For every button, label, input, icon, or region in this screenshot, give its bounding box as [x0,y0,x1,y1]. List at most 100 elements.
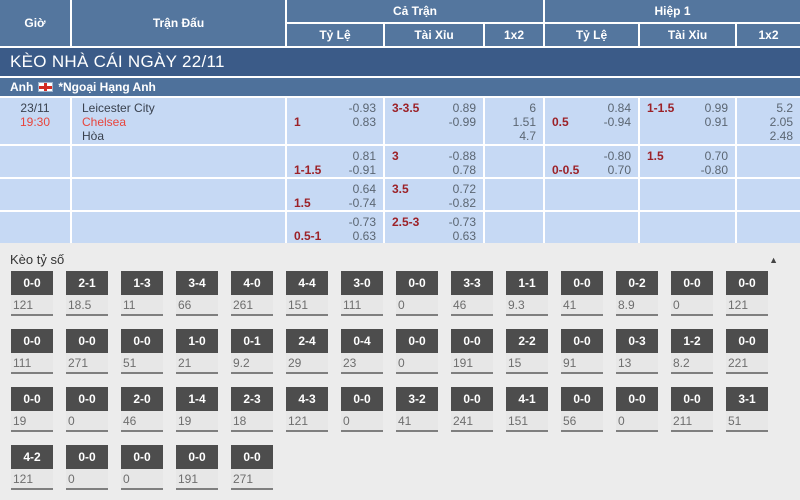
score-cell[interactable]: 4-2 121 [11,445,53,490]
score-cell[interactable]: 0-0 0 [341,387,383,432]
odds-value: -0.82 [448,196,476,210]
score-cell[interactable]: 0-0 56 [561,387,603,432]
score-cell[interactable]: 0-0 0 [66,387,108,432]
score-cell[interactable]: 0-0 271 [66,329,108,374]
ft-over-under-cell[interactable]: 3 -0.88 0.78 [385,146,483,177]
score-cell[interactable]: 0-0 211 [671,387,713,432]
h1-handicap-cell[interactable] [545,212,638,243]
score-cell[interactable]: 1-4 19 [176,387,218,432]
score-label: 4-2 [11,445,53,469]
h1-1x2-cell [737,212,800,243]
ft-handicap-cell[interactable]: 0.64 1.5 -0.74 [287,179,383,210]
score-cell[interactable]: 0-0 271 [231,445,273,490]
score-cell[interactable]: 1-2 8.2 [671,329,713,374]
score-label: 4-1 [506,387,548,411]
score-cell[interactable]: 2-4 29 [286,329,328,374]
score-cell[interactable]: 0-0 121 [726,271,768,316]
h1-handicap-cell[interactable]: -0.80 0-0.5 0.70 [545,146,638,177]
away-team-name: Chelsea [82,115,127,129]
odds-value: 4.7 [519,129,536,143]
score-odds-value: 8.2 [671,353,713,372]
ft-over-under-cell[interactable]: 3-3.5 0.89 -0.99 [385,98,483,144]
score-odds-value: 41 [561,295,603,314]
score-cell[interactable]: 3-0 111 [341,271,383,316]
h1-handicap-cell[interactable] [545,179,638,210]
odds-value: -0.73 [448,215,476,229]
group-header-full-time: Cả Trận [287,0,543,22]
score-cell[interactable]: 1-1 9.3 [506,271,548,316]
score-cell[interactable]: 0-0 0 [121,445,163,490]
score-cell[interactable]: 4-0 261 [231,271,273,316]
league-bar[interactable]: Anh *Ngoại Hạng Anh [0,78,800,96]
h1-over-under-cell[interactable]: 1-1.5 0.99 0.91 [640,98,735,144]
h1-handicap-cell[interactable]: 0.84 0.5 -0.94 [545,98,638,144]
score-cell[interactable]: 0-0 0 [616,387,658,432]
score-label: 0-0 [11,329,53,353]
score-cell[interactable]: 3-4 66 [176,271,218,316]
ft-handicap-cell[interactable]: 0.81 1-1.5 -0.91 [287,146,383,177]
score-cell[interactable]: 2-3 18 [231,387,273,432]
score-cell[interactable]: 0-0 0 [396,271,438,316]
score-cell[interactable]: 0-0 91 [561,329,603,374]
score-label: 0-0 [231,445,273,469]
score-cell[interactable]: 4-4 151 [286,271,328,316]
score-cell[interactable]: 0-0 0 [66,445,108,490]
score-cell[interactable]: 3-2 41 [396,387,438,432]
score-cell[interactable]: 0-4 23 [341,329,383,374]
score-cell[interactable]: 3-1 51 [726,387,768,432]
score-cell[interactable]: 2-2 15 [506,329,548,374]
odds-value: -0.80 [603,149,631,163]
score-cell[interactable]: 1-3 11 [121,271,163,316]
handicap-value [545,101,552,115]
score-odds-value: 51 [121,353,163,372]
collapse-arrow-icon[interactable]: ▲ [769,255,778,265]
score-odds-value: 271 [231,469,273,488]
ft-over-under-cell[interactable]: 3.5 0.72 -0.82 [385,179,483,210]
score-label: 0-0 [66,387,108,411]
odds-value: 2.05 [769,115,793,129]
score-cell[interactable]: 2-1 18.5 [66,271,108,316]
score-cell[interactable]: 4-1 151 [506,387,548,432]
score-odds-value: 18.5 [66,295,108,314]
score-cell[interactable]: 1-0 21 [176,329,218,374]
score-cell[interactable]: 0-0 41 [561,271,603,316]
score-cell[interactable]: 0-0 0 [396,329,438,374]
score-label: 2-3 [231,387,273,411]
score-cell[interactable]: 2-0 46 [121,387,163,432]
ft-handicap-cell[interactable]: -0.93 1 0.83 [287,98,383,144]
odds-value: 1.51 [512,115,536,129]
score-odds-value: 271 [66,353,108,372]
score-cell[interactable]: 0-2 8.9 [616,271,658,316]
score-label: 0-3 [616,329,658,353]
score-label: 2-0 [121,387,163,411]
score-cell[interactable]: 0-0 191 [451,329,493,374]
score-cell[interactable]: 0-0 0 [671,271,713,316]
score-cell[interactable]: 0-0 121 [11,271,53,316]
score-cell[interactable]: 0-0 221 [726,329,768,374]
h1-1x2-cell[interactable]: 5.2 2.05 2.48 [737,98,800,144]
score-cell[interactable]: 0-0 51 [121,329,163,374]
score-cell[interactable]: 0-3 13 [616,329,658,374]
score-odds-value: 46 [451,295,493,314]
handicap-value: 0.5 [552,115,569,129]
odds-row: -0.73 0.5-1 0.63 2.5-3 -0.73 0.63 [0,212,800,243]
score-cell[interactable]: 0-0 191 [176,445,218,490]
odds-value: -0.73 [348,215,376,229]
col-header-time: Giờ [0,0,70,46]
score-label: 4-0 [231,271,273,295]
score-cell[interactable]: 0-0 111 [11,329,53,374]
h1-over-under-cell[interactable] [640,179,735,210]
match-time-cell [0,212,70,243]
h1-over-under-cell[interactable] [640,212,735,243]
ft-over-under-cell[interactable]: 2.5-3 -0.73 0.63 [385,212,483,243]
ft-1x2-cell[interactable]: 6 1.51 4.7 [485,98,543,144]
score-cell[interactable]: 0-0 19 [11,387,53,432]
score-cell[interactable]: 0-1 9.2 [231,329,273,374]
score-label: 0-1 [231,329,273,353]
ft-handicap-cell[interactable]: -0.73 0.5-1 0.63 [287,212,383,243]
score-cell[interactable]: 3-3 46 [451,271,493,316]
score-cell[interactable]: 0-0 241 [451,387,493,432]
score-odds-value: 211 [671,411,713,430]
h1-over-under-cell[interactable]: 1.5 0.70 -0.80 [640,146,735,177]
score-cell[interactable]: 4-3 121 [286,387,328,432]
